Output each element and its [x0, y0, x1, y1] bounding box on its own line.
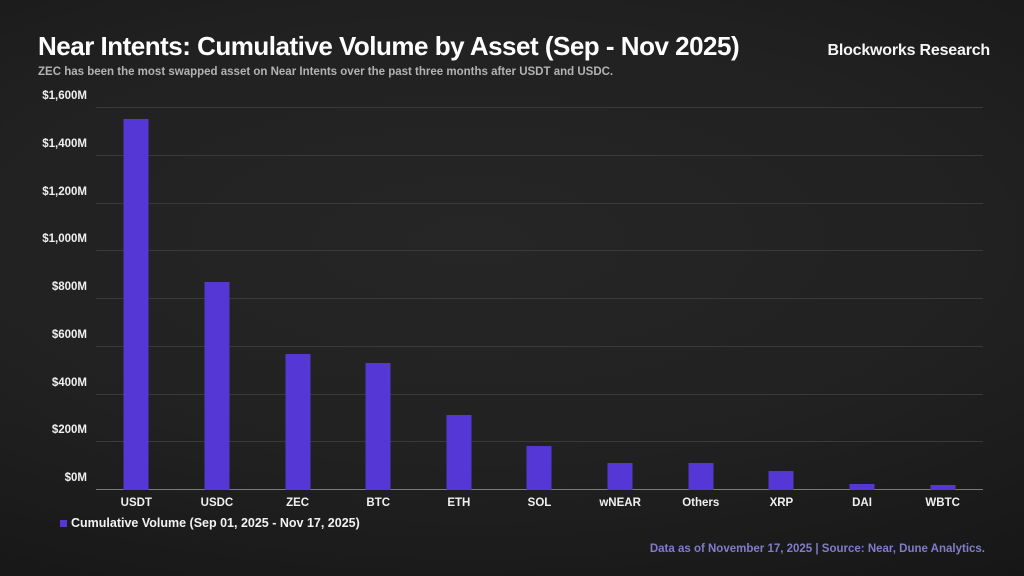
legend-label: Cumulative Volume (Sep 01, 2025 - Nov 17…	[71, 516, 360, 530]
y-axis-tick-label: $800M	[51, 281, 87, 293]
bar-column: SOL	[499, 108, 580, 509]
x-axis-tick-label: USDC	[200, 497, 234, 509]
x-axis-tick-label: XRP	[769, 497, 794, 509]
gridline	[96, 154, 983, 156]
bar-column: ETH	[419, 108, 500, 509]
gridline	[96, 107, 983, 108]
chart-legend: Cumulative Volume (Sep 01, 2025 - Nov 17…	[60, 516, 360, 530]
bar-usdt	[123, 118, 149, 490]
bar-column: XRP	[741, 108, 822, 509]
gridline	[96, 441, 983, 443]
source-attribution: Data as of November 17, 2025 | Source: N…	[649, 543, 985, 555]
bar-dai	[849, 484, 875, 490]
y-axis-tick-label: $1,400M	[42, 137, 87, 150]
x-axis-tick-label: ZEC	[286, 497, 310, 509]
bar-wnear	[607, 462, 633, 490]
x-axis-tick-label: BTC	[366, 497, 391, 509]
x-axis-tick-label: DAI	[852, 497, 872, 509]
bar-column: wNEAR	[580, 108, 661, 509]
gridline	[96, 393, 983, 395]
bar-zec	[285, 353, 311, 490]
y-axis-tick-label: $400M	[51, 376, 87, 389]
chart-subtitle: ZEC has been the most swapped asset on N…	[38, 66, 614, 78]
bar-column: USDT	[96, 108, 177, 509]
bar-column: USDC	[177, 108, 258, 509]
bar-column: DAI	[822, 108, 903, 509]
x-axis-tick-label: wNEAR	[599, 497, 641, 509]
bar-others	[688, 463, 714, 490]
bar-eth	[446, 414, 472, 490]
brand-wordmark: Blockworks Research	[827, 42, 990, 59]
y-axis-tick-label: $1,200M	[42, 185, 87, 198]
legend-swatch-icon	[60, 519, 67, 527]
gridline	[96, 250, 983, 252]
bar-sol	[526, 446, 552, 490]
y-axis-tick-label: $200M	[51, 424, 87, 437]
gridline	[96, 298, 983, 299]
header: Near Intents: Cumulative Volume by Asset…	[38, 31, 990, 62]
y-axis-tick-label: $600M	[51, 328, 87, 341]
gridline	[96, 202, 983, 204]
bar-usdc	[204, 282, 230, 490]
x-axis-tick-label: USDT	[120, 497, 152, 509]
plot-area: $0M $200M $400M $600M $800M $1,000M $1,200M $1,…	[42, 90, 983, 509]
bar-xrp	[768, 470, 794, 490]
y-axis-tick-label: $1,000M	[42, 233, 87, 246]
y-axis-tick-label: $0M	[64, 472, 87, 484]
bar-column: WBTC	[902, 108, 983, 509]
gridline	[96, 345, 983, 347]
x-axis-tick-label: ETH	[447, 497, 471, 509]
page-title: Near Intents: Cumulative Volume by Asset…	[38, 31, 740, 61]
x-axis-tick-label: WBTC	[925, 497, 960, 509]
bar-btc	[365, 363, 391, 490]
bar-column: ZEC	[257, 108, 338, 509]
x-axis-tick-label: SOL	[527, 497, 552, 509]
bar-wbtc	[930, 485, 956, 490]
bar-column: BTC	[338, 108, 419, 509]
bar-column: Others	[660, 108, 741, 509]
x-axis-tick-label: Others	[682, 497, 720, 509]
y-axis-tick-label: $1,600M	[42, 90, 87, 102]
